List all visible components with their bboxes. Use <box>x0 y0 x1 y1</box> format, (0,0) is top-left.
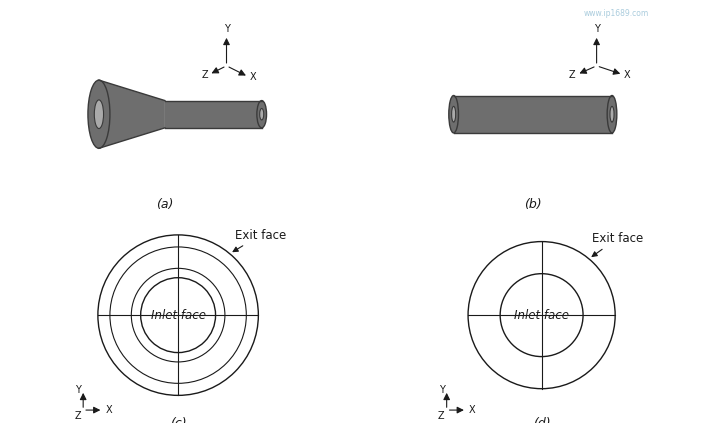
Text: Y: Y <box>439 385 445 395</box>
Ellipse shape <box>610 106 614 122</box>
Text: (a): (a) <box>156 198 174 211</box>
Ellipse shape <box>451 106 456 122</box>
Text: Z: Z <box>201 70 208 80</box>
Text: Y: Y <box>594 24 600 34</box>
Text: Exit face: Exit face <box>592 232 643 256</box>
Ellipse shape <box>607 96 616 133</box>
Text: Z: Z <box>438 411 445 421</box>
Text: X: X <box>469 405 475 415</box>
Ellipse shape <box>95 100 103 129</box>
Text: www.ip1689.com: www.ip1689.com <box>585 8 649 18</box>
Text: Inlet face: Inlet face <box>150 309 206 321</box>
Text: X: X <box>249 72 256 82</box>
Text: (b): (b) <box>524 198 542 211</box>
Text: X: X <box>105 405 112 415</box>
Polygon shape <box>99 80 165 148</box>
Ellipse shape <box>449 96 459 133</box>
Text: (c): (c) <box>170 417 186 423</box>
Polygon shape <box>165 101 262 128</box>
Polygon shape <box>454 96 612 133</box>
Text: (d): (d) <box>533 417 550 423</box>
Ellipse shape <box>88 80 110 148</box>
Text: Z: Z <box>75 411 81 421</box>
Text: X: X <box>624 70 631 80</box>
Text: Inlet face: Inlet face <box>514 309 569 321</box>
Text: Y: Y <box>224 24 230 34</box>
Text: Y: Y <box>76 385 81 395</box>
Ellipse shape <box>257 101 267 128</box>
Ellipse shape <box>260 108 264 120</box>
Text: Z: Z <box>569 70 576 80</box>
Text: Exit face: Exit face <box>233 228 286 252</box>
